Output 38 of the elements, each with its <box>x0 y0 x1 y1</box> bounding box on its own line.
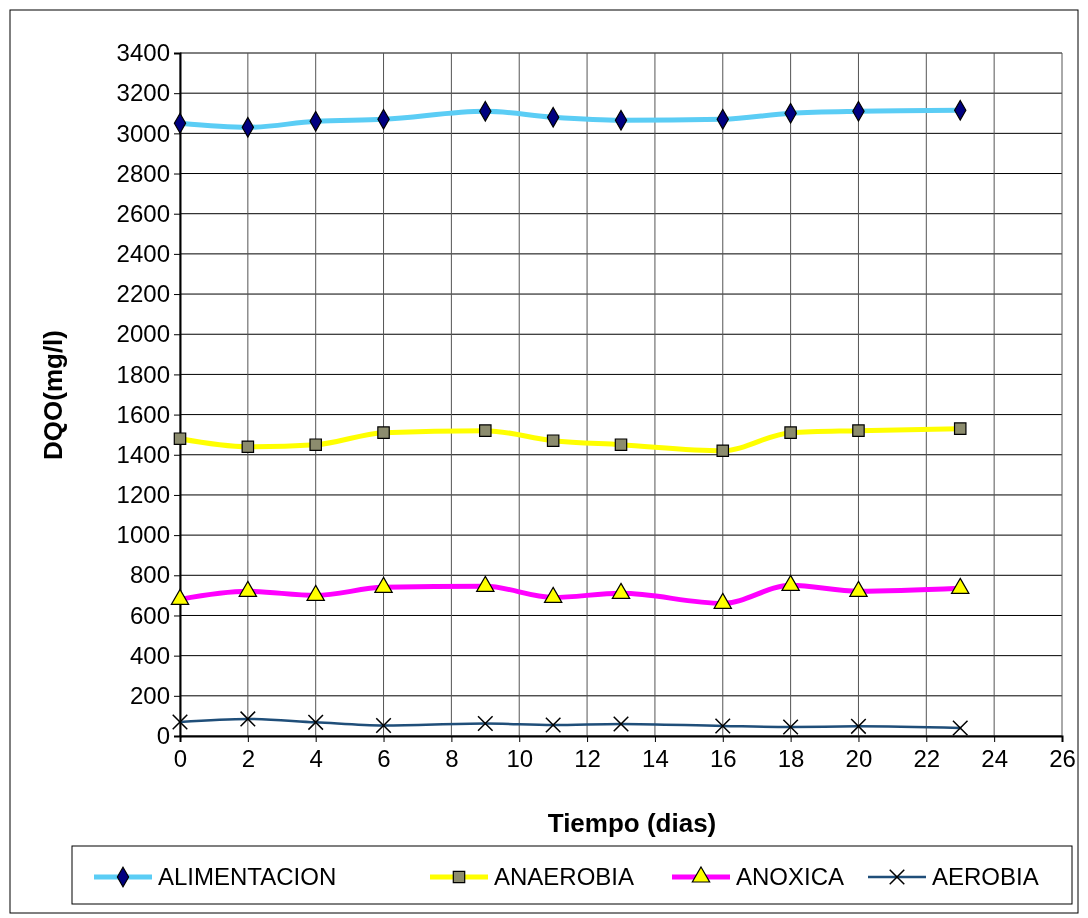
x-tick-label: 12 <box>574 745 601 773</box>
x-tick-label: 22 <box>913 745 941 773</box>
legend-label: ALIMENTACION <box>158 863 337 890</box>
y-tick-label: 200 <box>129 682 170 709</box>
x-tick-label: 10 <box>506 745 534 773</box>
y-tick-label: 3000 <box>116 119 170 147</box>
y-tick-label: 1400 <box>116 440 170 468</box>
x-tick-label: 14 <box>642 745 669 773</box>
x-tick-label: 18 <box>777 745 805 773</box>
y-tick-label: 2800 <box>116 159 170 187</box>
y-tick-label: 0 <box>156 722 170 750</box>
x-tick-label: 4 <box>309 745 323 773</box>
x-tick-label: 20 <box>845 745 873 773</box>
legend-label: ANAEROBIA <box>494 863 635 890</box>
y-tick-label: 2000 <box>116 320 170 348</box>
x-tick-label: 8 <box>445 745 459 773</box>
y-axis-title: DQO(mg/l) <box>38 330 68 460</box>
x-tick-label: 24 <box>981 745 1009 773</box>
y-tick-label: 2400 <box>116 240 170 268</box>
x-axis-title: Tiempo (dias) <box>547 808 717 838</box>
y-tick-label: 2600 <box>116 199 170 227</box>
y-tick-label: 1200 <box>116 481 170 509</box>
y-tick-label: 2200 <box>116 280 170 308</box>
y-tick-label: 400 <box>129 641 170 669</box>
legend-label: AEROBIA <box>932 863 1039 890</box>
y-tick-label: 600 <box>129 601 170 629</box>
y-tick-label: 1000 <box>116 521 170 549</box>
x-tick-label: 26 <box>1049 745 1076 773</box>
x-tick-label: 2 <box>241 745 256 773</box>
legend-label: ANOXICA <box>736 863 845 890</box>
y-tick-label: 3200 <box>116 79 170 107</box>
y-tick-label: 1600 <box>116 400 170 428</box>
y-tick-label: 1800 <box>116 360 170 388</box>
x-tick-label: 6 <box>377 745 391 773</box>
x-tick-label: 0 <box>173 745 188 773</box>
y-tick-label: 800 <box>129 561 170 589</box>
x-tick-label: 16 <box>709 745 737 773</box>
y-tick-label: 3400 <box>116 39 170 67</box>
